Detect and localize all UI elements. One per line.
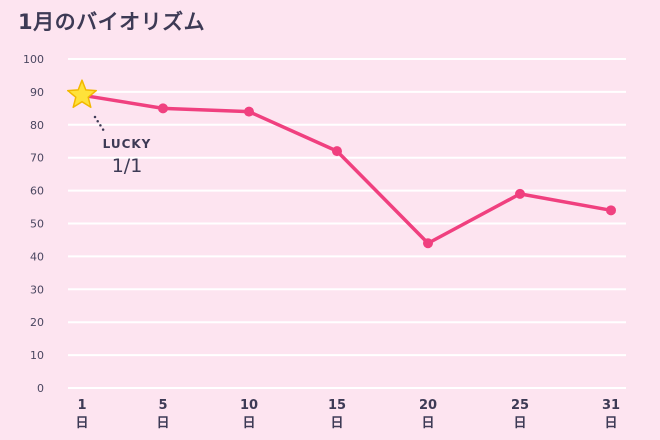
x-tick-unit: 日 bbox=[242, 416, 255, 431]
data-point bbox=[332, 146, 342, 157]
x-tick-label: 31 bbox=[602, 398, 620, 413]
series-line bbox=[80, 93, 613, 245]
y-tick-label: 40 bbox=[30, 250, 44, 263]
data-point bbox=[606, 205, 616, 216]
x-tick-unit: 日 bbox=[156, 416, 169, 431]
x-tick-unit: 日 bbox=[604, 416, 617, 431]
y-tick-label: 90 bbox=[30, 86, 44, 99]
y-tick-label: 80 bbox=[30, 119, 44, 132]
x-tick-label: 20 bbox=[419, 398, 437, 413]
y-tick-label: 0 bbox=[37, 382, 44, 395]
y-tick-label: 20 bbox=[30, 316, 44, 329]
y-tick-label: 100 bbox=[23, 53, 44, 66]
y-tick-label: 70 bbox=[30, 152, 44, 165]
x-tick-label: 1 bbox=[77, 398, 86, 413]
data-point bbox=[244, 106, 254, 117]
lucky-date: 1/1 bbox=[112, 155, 143, 177]
x-tick-unit: 日 bbox=[421, 416, 434, 431]
lucky-label: LUCKY bbox=[103, 137, 152, 151]
lucky-leader-dots bbox=[93, 115, 106, 133]
x-tick-unit: 日 bbox=[513, 416, 526, 431]
y-tick-label: 10 bbox=[30, 349, 44, 362]
data-point bbox=[515, 188, 525, 199]
x-tick-unit: 日 bbox=[330, 416, 343, 431]
data-point bbox=[158, 103, 168, 114]
star-icon bbox=[66, 79, 98, 109]
y-tick-label: 30 bbox=[30, 283, 44, 296]
y-tick-label: 50 bbox=[30, 218, 44, 231]
x-tick-label: 5 bbox=[158, 398, 167, 413]
x-tick-label: 25 bbox=[511, 398, 529, 413]
data-point bbox=[423, 238, 433, 249]
y-tick-label: 60 bbox=[30, 185, 44, 198]
x-tick-unit: 日 bbox=[75, 416, 88, 431]
x-tick-label: 15 bbox=[328, 398, 346, 413]
chart-title: 1月のバイオリズム bbox=[18, 10, 206, 34]
x-tick-label: 10 bbox=[240, 398, 258, 413]
